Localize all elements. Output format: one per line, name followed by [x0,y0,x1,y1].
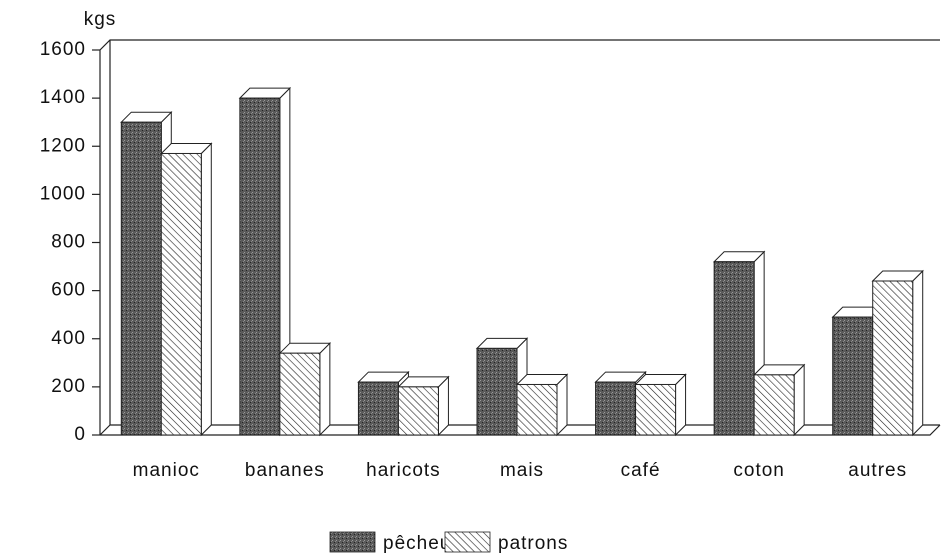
bar [160,152,202,436]
bar [713,261,755,436]
bar [357,381,399,436]
y-tick-label: 0 [74,424,86,445]
x-tick-label: café [621,460,661,481]
bar-side [200,142,212,437]
bar-side [793,363,805,437]
bar [397,386,439,436]
y-tick-label: 1000 [40,183,86,204]
legend-label: patrons [498,533,568,554]
x-tick-label: autres [848,460,907,481]
x-tick-label: manioc [133,460,200,481]
y-tick-label: 1200 [40,135,86,156]
bar [595,381,637,436]
y-tick-label: 800 [51,232,86,253]
y-tick-label: 400 [51,328,86,349]
x-tick-label: coton [733,460,784,481]
legend-swatch [444,531,491,553]
axis-frame [99,39,941,436]
x-tick-label: haricots [366,460,441,481]
legend-swatch [329,531,376,553]
bar [239,97,281,436]
x-tick-label: mais [500,460,544,481]
bar [120,121,162,436]
y-tick-label: 600 [51,280,86,301]
bar [635,383,677,436]
bar [753,374,795,436]
y-tick-label: 1400 [40,87,86,108]
bar [476,347,518,436]
bar [279,352,321,436]
bar-side [912,269,924,437]
y-axis-label: kgs [84,9,117,30]
y-tick-label: 1600 [40,39,86,60]
bar [832,316,874,436]
bar [872,280,914,436]
bar-side [319,341,331,437]
x-tick-label: bananes [245,460,325,481]
y-tick-label: 200 [51,376,86,397]
bar [516,383,558,436]
